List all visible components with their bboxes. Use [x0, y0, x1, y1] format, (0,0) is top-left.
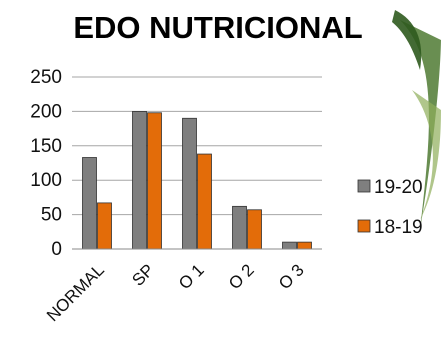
- y-tick-label: 150: [30, 136, 62, 157]
- y-tick-label: 200: [30, 101, 62, 122]
- bar-19-20-sp: [132, 111, 147, 250]
- bars: [82, 111, 312, 250]
- x-category-label: NORMAL: [43, 260, 108, 325]
- y-tick-label: 250: [30, 67, 62, 88]
- x-category-label: O 2: [225, 260, 258, 293]
- legend-label-18-19: 18-19: [374, 217, 423, 238]
- bar-18-19-o1: [197, 153, 212, 250]
- x-category-label: SP: [128, 260, 157, 289]
- chart-title: EDO NUTRICIONAL: [73, 10, 362, 45]
- bar-18-19-sp: [147, 112, 162, 250]
- y-tick-label: 100: [30, 170, 62, 191]
- x-category-label: O 1: [175, 260, 208, 293]
- bar-18-19-o3: [297, 241, 312, 250]
- legend-swatch-19-20: [357, 179, 371, 193]
- bar-18-19-normal: [97, 202, 112, 250]
- x-category-label: O 3: [275, 260, 308, 293]
- y-tick-label: 0: [51, 239, 62, 260]
- bar-19-20-o1: [182, 117, 197, 250]
- legend-swatch-18-19: [357, 219, 371, 233]
- bar-19-20-normal: [82, 157, 97, 250]
- y-axis-ticks: 0 50 100 150 200 250: [30, 67, 62, 260]
- bar-19-20-o3: [282, 241, 297, 250]
- bar-18-19-o2: [247, 209, 262, 250]
- legend: 19-20 18-19: [357, 177, 423, 238]
- legend-label-19-20: 19-20: [374, 177, 423, 198]
- x-axis-categories: NORMAL SP O 1 O 2 O 3: [43, 260, 308, 325]
- leaf-decoration: [392, 10, 441, 230]
- bar-19-20-o2: [232, 205, 247, 250]
- y-tick-label: 50: [41, 205, 62, 226]
